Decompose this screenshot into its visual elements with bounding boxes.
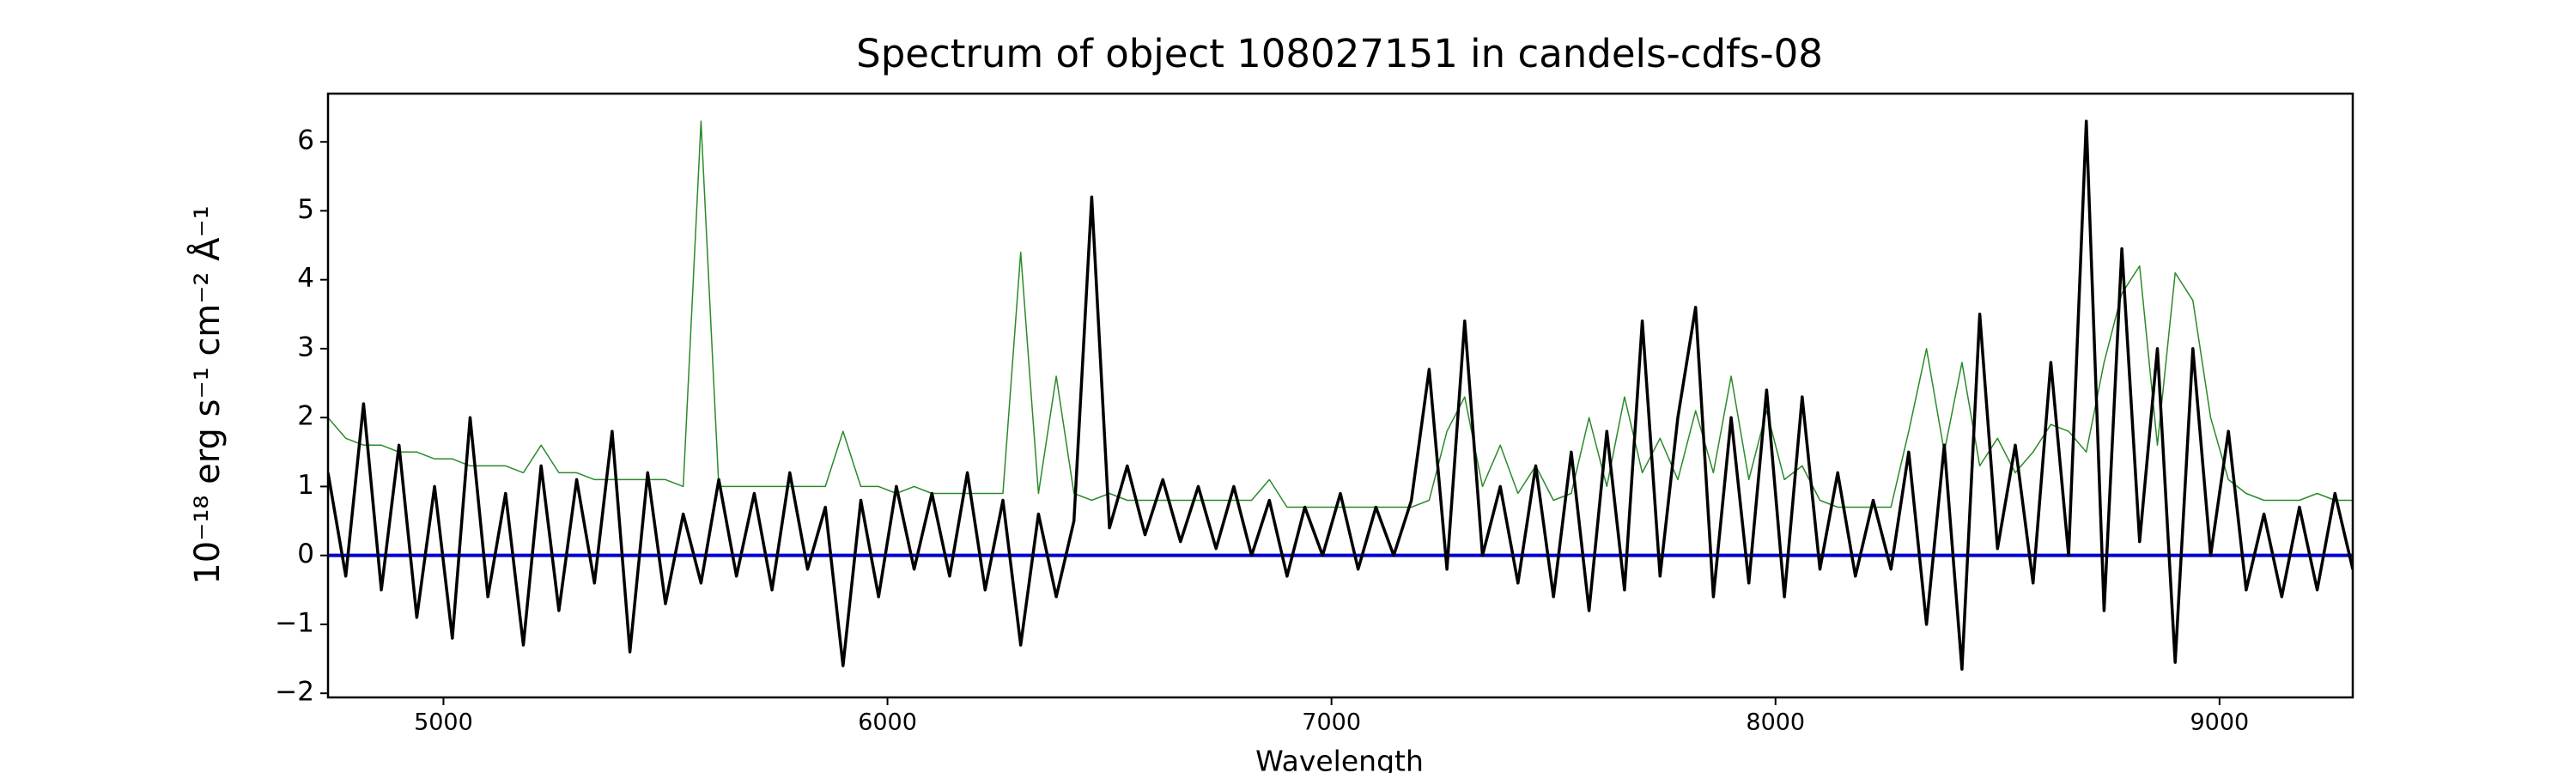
y-tick-label: 5 [297, 194, 314, 225]
x-tick-label: 7000 [1302, 709, 1361, 736]
spectrum-line [328, 120, 2353, 508]
axes-frame [326, 92, 2354, 699]
y-tick-label: 4 [297, 263, 314, 294]
y-tick-label: −2 [275, 677, 314, 708]
x-axis-label: Wavelength [1255, 745, 1424, 773]
y-tick-label: 2 [297, 401, 314, 432]
x-tick-label: 6000 [858, 709, 917, 736]
y-tick-label: 0 [297, 539, 314, 569]
plot-area [328, 119, 2353, 671]
y-tick-label: 1 [297, 470, 314, 501]
y-tick-label: −1 [275, 607, 314, 638]
y-tick-label: 6 [297, 125, 314, 156]
y-axis-label: 10⁻¹⁸ erg s⁻¹ cm⁻² Å⁻¹ [186, 205, 228, 584]
y-tick-label: 3 [297, 332, 314, 362]
x-tick-label: 5000 [414, 709, 473, 736]
chart-title: Spectrum of object 108027151 in candels-… [856, 31, 1823, 76]
spectrum-line [328, 119, 2353, 671]
x-tick-label: 8000 [1746, 709, 1805, 736]
x-tick-label: 9000 [2190, 709, 2250, 736]
